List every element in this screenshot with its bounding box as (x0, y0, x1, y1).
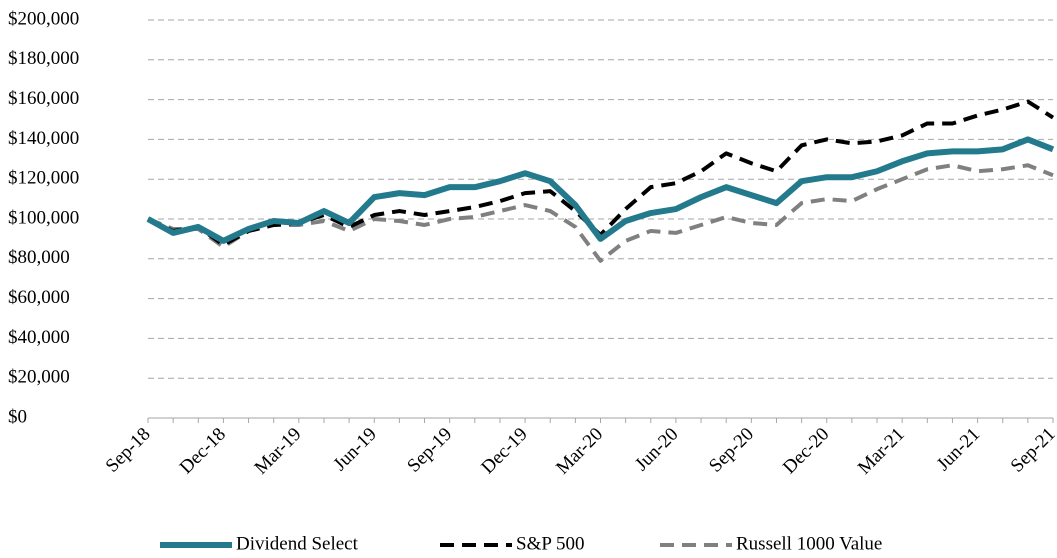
x-tick-label: Sep-20 (705, 424, 758, 477)
x-tick-label: Jun-19 (329, 424, 380, 475)
y-tick-label: $40,000 (8, 327, 70, 348)
x-tick-label: Sep-21 (1007, 424, 1057, 477)
y-tick-label: $160,000 (8, 88, 79, 109)
legend-item: Russell 1000 Value (660, 533, 882, 554)
legend-item: S&P 500 (440, 533, 584, 554)
legend-label: Russell 1000 Value (736, 533, 882, 554)
y-tick-label: $200,000 (8, 8, 79, 29)
x-tick-label: Mar-19 (251, 424, 306, 479)
y-tick-label: $180,000 (8, 48, 79, 69)
series-line (146, 136, 1055, 244)
x-tick-label: Jun-20 (631, 424, 682, 475)
x-tick-label: Dec-20 (779, 424, 833, 478)
legend-item: Dividend Select (160, 533, 359, 554)
x-tick-label: Mar-20 (552, 424, 607, 479)
legend-label: S&P 500 (516, 533, 584, 554)
y-tick-label: $60,000 (8, 287, 70, 308)
y-tick-label: $120,000 (8, 168, 79, 189)
x-tick-label: Sep-19 (403, 424, 456, 477)
y-tick-label: $80,000 (8, 247, 70, 268)
x-tick-label: Mar-21 (854, 424, 909, 479)
y-tick-label: $0 (8, 406, 27, 427)
legend-label: Dividend Select (236, 533, 359, 554)
y-tick-label: $20,000 (8, 367, 70, 388)
x-tick-label: Dec-18 (176, 424, 230, 478)
x-tick-label: Sep-18 (102, 424, 155, 477)
x-tick-label: Jun-21 (933, 424, 984, 475)
y-tick-label: $140,000 (8, 128, 79, 149)
y-tick-label: $100,000 (8, 207, 79, 228)
x-tick-label: Dec-19 (477, 424, 531, 478)
